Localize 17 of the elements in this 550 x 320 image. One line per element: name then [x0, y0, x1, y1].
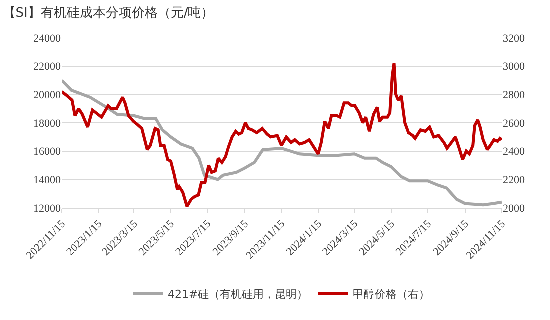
y2-tick-label: 3000: [503, 61, 526, 74]
y2-tick-label: 3200: [503, 32, 526, 45]
y-tick-label: 16000: [34, 146, 62, 158]
y2-tick-label: 2200: [503, 174, 526, 187]
y-tick-label: 22000: [34, 61, 62, 74]
chart-title: 【SI】有机硅成本分项价格（元/吨）: [2, 6, 214, 22]
legend-label: 甲醇价格（右）: [353, 288, 430, 302]
y2-tick-label: 2000: [503, 202, 526, 215]
y2-tick-label: 2400: [503, 146, 526, 158]
y-tick-label: 20000: [34, 90, 62, 102]
y-tick-label: 14000: [34, 174, 62, 187]
y2-tick-label: 2800: [503, 90, 526, 102]
legend-label: 421#硅（有机硅用，昆明）: [168, 288, 308, 302]
y2-tick-label: 2600: [503, 118, 526, 130]
y-tick-label: 18000: [34, 118, 62, 130]
y-tick-label: 12000: [34, 202, 62, 215]
y-tick-label: 24000: [34, 32, 62, 45]
